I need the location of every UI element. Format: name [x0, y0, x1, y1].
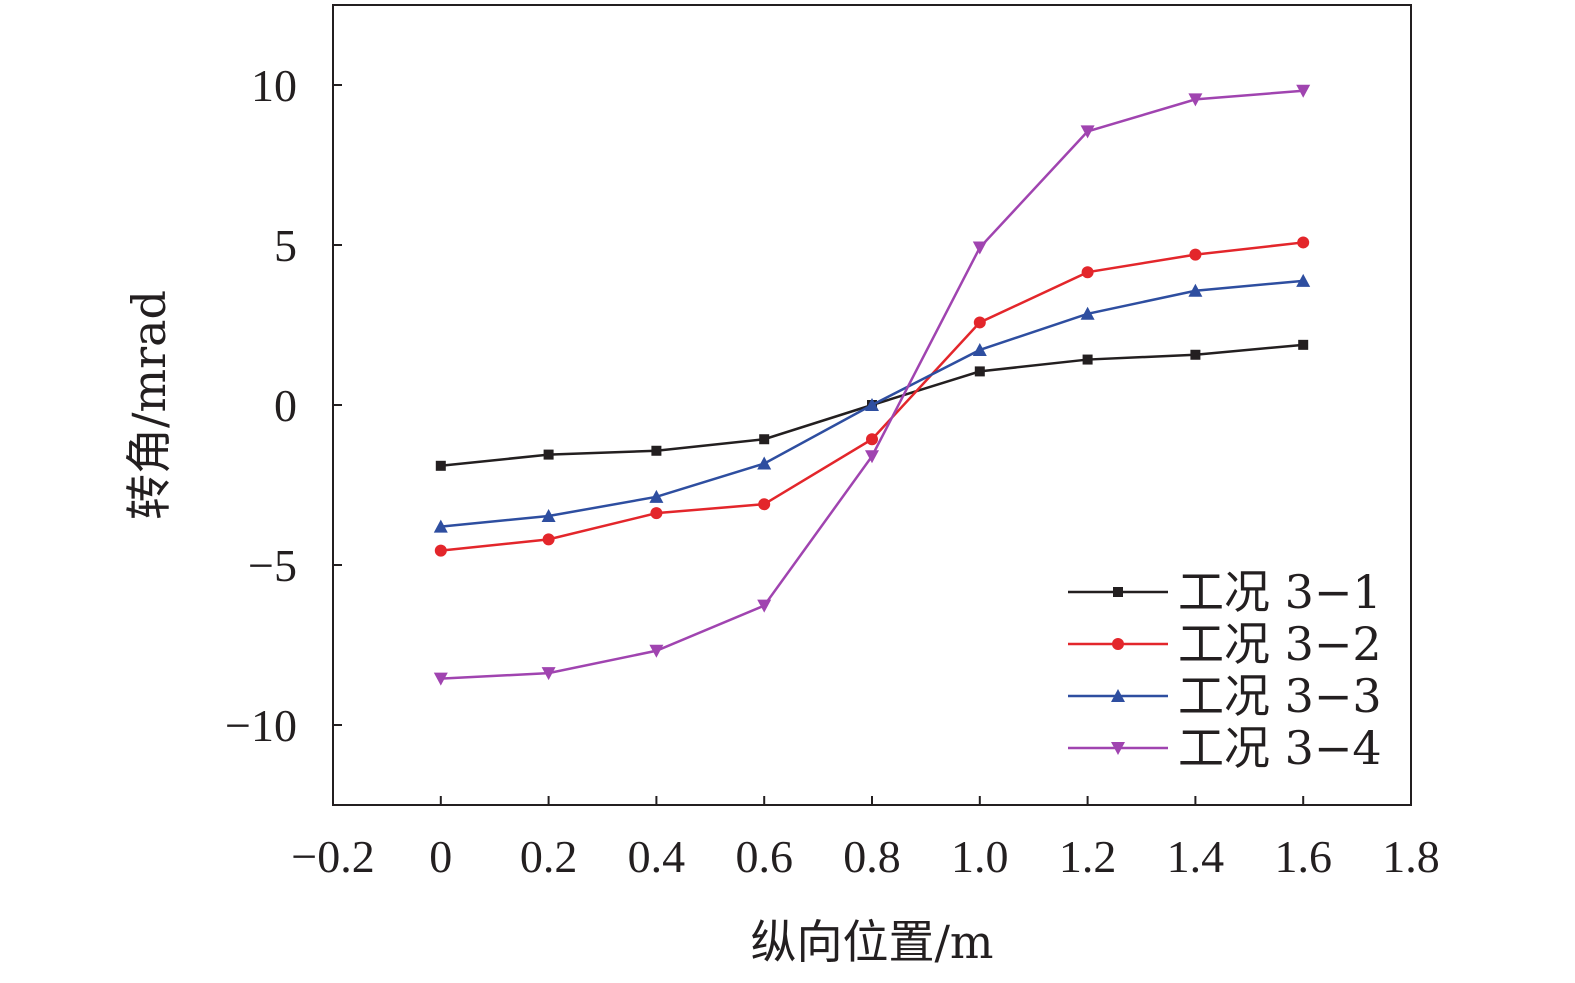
- data-point: [972, 342, 987, 356]
- series-line: [440, 89, 1304, 680]
- data-point: [1080, 306, 1095, 320]
- x-tick-label: 1.8: [1382, 831, 1440, 882]
- data-point: [541, 509, 556, 523]
- legend-marker: [1112, 638, 1124, 650]
- data-point: [543, 449, 554, 460]
- series-line: [440, 241, 1304, 552]
- data-point: [434, 544, 447, 557]
- data-point: [1082, 354, 1093, 365]
- x-tick-label: 0.6: [735, 831, 793, 882]
- legend-item: 工况 3−3: [1068, 669, 1382, 723]
- data-point: [651, 445, 662, 456]
- data-point: [433, 519, 448, 533]
- data-point: [1188, 283, 1203, 297]
- data-point: [757, 456, 772, 470]
- y-tick-label: −5: [248, 540, 297, 591]
- data-point: [1188, 93, 1203, 107]
- legend-marker: [1113, 587, 1123, 597]
- data-point: [435, 460, 446, 471]
- data-point: [865, 398, 879, 411]
- axes: −0.2 0 0.2 0.4 0.6 0.8 1.0 1.2 1.4 1.6 1.8 −10 −5 0 5 1…: [225, 4, 1440, 882]
- x-tick-label: 1.6: [1274, 831, 1332, 882]
- data-point: [758, 498, 771, 511]
- data-point: [1296, 273, 1311, 287]
- x-tick-label: 0: [429, 831, 452, 882]
- data-point: [650, 507, 663, 520]
- data-point: [865, 450, 879, 464]
- x-tick-label: 1.0: [951, 831, 1009, 882]
- x-tick-label: 1.4: [1167, 831, 1225, 882]
- legend-item: 工况 3−2: [1068, 617, 1382, 671]
- data-point: [973, 316, 986, 329]
- legend-label: 工况 3−2: [1178, 617, 1382, 671]
- series-4: [433, 84, 1311, 686]
- legend-item: 工况 3−1: [1068, 565, 1382, 619]
- series-3: [433, 273, 1311, 533]
- data-point: [1081, 266, 1094, 279]
- data-point: [542, 533, 555, 546]
- legend-label: 工况 3−3: [1178, 669, 1382, 723]
- x-tick-label: 0.4: [628, 831, 686, 882]
- x-tick-label: 0.2: [520, 831, 578, 882]
- data-point: [541, 667, 556, 681]
- x-tick-label: −0.2: [291, 831, 374, 882]
- legend: 工况 3−1工况 3−2工况 3−3工况 3−4: [1068, 565, 1382, 775]
- data-point: [866, 433, 878, 446]
- data-point: [1080, 125, 1095, 139]
- data-point: [1189, 248, 1202, 261]
- data-point: [433, 672, 448, 686]
- y-tick-label: −10: [225, 700, 297, 751]
- y-tick-label: 5: [274, 220, 297, 271]
- data-point: [1298, 339, 1309, 350]
- legend-item: 工况 3−4: [1068, 721, 1382, 775]
- data-point: [1190, 349, 1201, 360]
- legend-label: 工况 3−4: [1178, 721, 1382, 775]
- data-point: [1297, 236, 1310, 249]
- legend-label: 工况 3−1: [1178, 565, 1382, 619]
- legend-marker: [1111, 689, 1125, 702]
- legend-marker: [1111, 742, 1125, 755]
- x-tick-label: 1.2: [1059, 831, 1117, 882]
- data-point: [1296, 84, 1311, 98]
- data-point: [972, 241, 987, 255]
- y-tick-label: 10: [251, 60, 297, 111]
- x-tick-label: 0.8: [843, 831, 901, 882]
- y-tick-label: 0: [274, 380, 297, 431]
- series-layer: [433, 84, 1311, 686]
- data-point: [649, 644, 664, 658]
- data-point: [974, 366, 985, 377]
- data-point: [759, 434, 770, 445]
- data-point: [757, 599, 772, 613]
- data-point: [649, 489, 664, 503]
- series-2: [434, 236, 1310, 557]
- y-axis-title: 转角/mrad: [122, 290, 176, 520]
- x-axis-title: 纵向位置/m: [750, 915, 993, 969]
